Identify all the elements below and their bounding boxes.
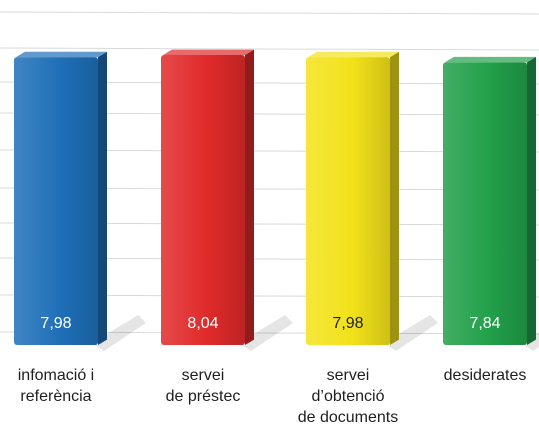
bar-front [443,62,527,346]
bar-shadow [384,315,438,351]
value-labels: 7,98 8,04 7,98 7,84 [40,315,500,332]
gridline [0,47,539,51]
bar-top [445,56,536,63]
category-label: desiderates [444,367,527,384]
bar [161,49,254,345]
bar-top [308,51,399,58]
bar-top [163,49,254,55]
bar-front [306,57,390,345]
gridline [0,11,539,15]
value-label: 8,04 [187,315,218,332]
bar [306,51,399,345]
bar-side [390,51,399,345]
category-labels: infomació i referència servei de préstec ser… [18,367,527,426]
bar-top [16,51,107,58]
bar-side [98,51,107,345]
bar-shadow [239,315,293,351]
bar-front [14,57,98,345]
bar-side [245,49,254,345]
category-label: servei de préstec [166,367,241,405]
bar-shadow [92,315,146,351]
bar [443,56,536,346]
value-label: 7,98 [40,315,71,332]
value-label: 7,84 [469,315,500,332]
category-label: servei d’obtenció de documents [298,367,399,426]
bar [14,51,107,345]
bar-side [527,56,536,345]
category-label: infomació i referència [18,367,94,405]
bars [14,49,536,346]
value-label: 7,98 [332,315,363,332]
bar-front [161,55,245,345]
